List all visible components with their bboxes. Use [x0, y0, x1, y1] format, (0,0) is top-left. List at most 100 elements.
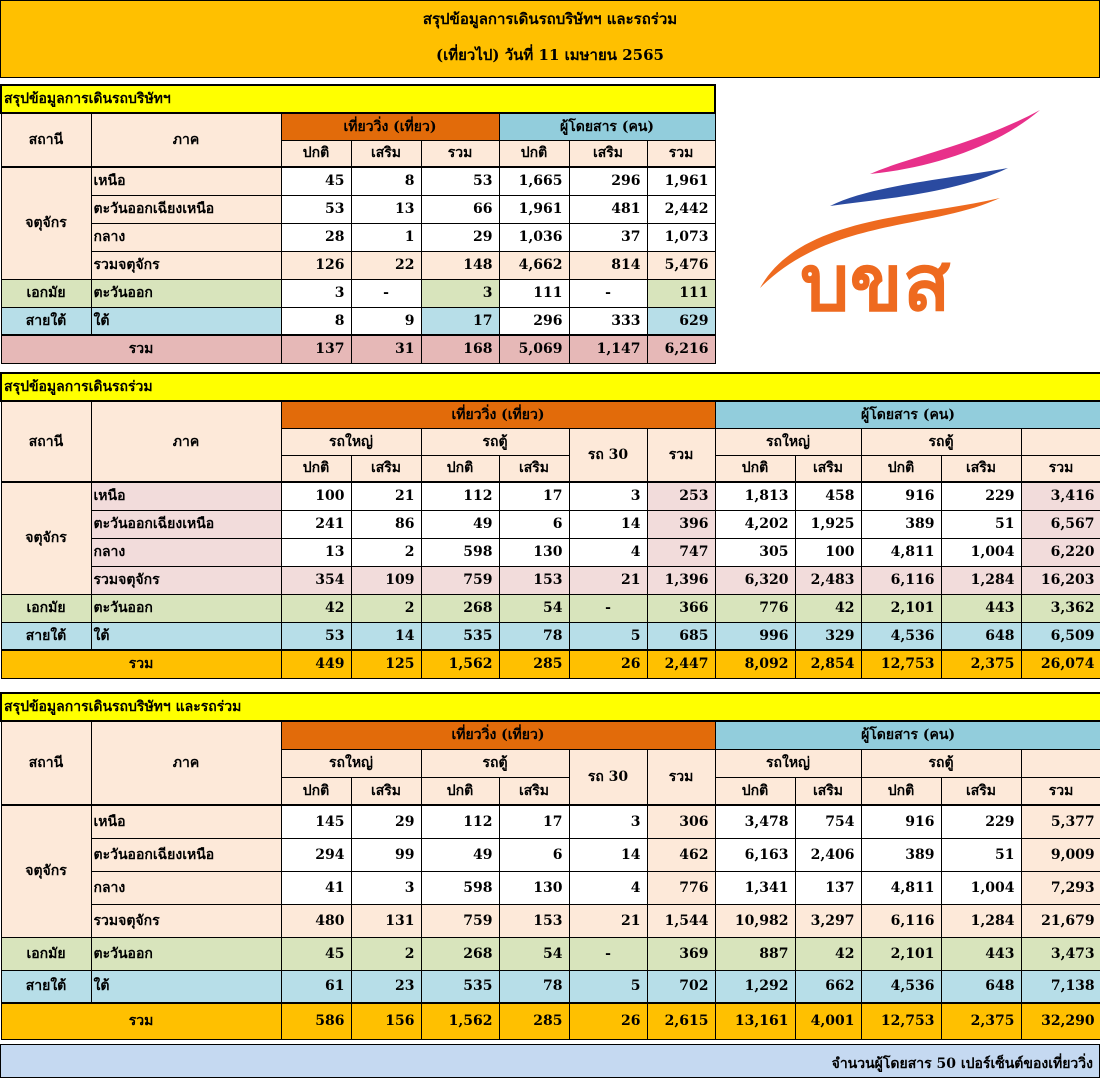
value-cell: 99: [350, 837, 422, 872]
region-cell: เหนือ: [90, 804, 282, 839]
value-cell: 2,101: [860, 936, 942, 971]
value-cell: 53: [420, 166, 500, 196]
region-cell: ตะวันออก: [90, 593, 282, 623]
value-cell: 294: [280, 837, 352, 872]
value-cell: 13: [280, 537, 352, 567]
total-value-cell: 285: [498, 1002, 570, 1040]
table-row: สายใต้ ใต้ 8 9 17 296 333 629: [0, 306, 716, 336]
value-cell: 3: [280, 278, 352, 308]
region-cell: รวมจตุจักร: [90, 565, 282, 595]
station-jatujak: จตุจักร: [0, 804, 92, 938]
region-cell: รวมจตุจักร: [90, 250, 282, 280]
total-value-cell: 156: [350, 1002, 422, 1040]
col-normal: ปกติ: [714, 776, 796, 806]
value-cell: 1,961: [498, 194, 570, 224]
value-cell: 137: [794, 870, 862, 905]
value-cell: 1,665: [498, 166, 570, 196]
value-cell: 389: [860, 509, 942, 539]
value-cell: 253: [646, 481, 716, 511]
col-normal: ปกติ: [714, 454, 796, 483]
value-cell: 14: [568, 509, 648, 539]
value-cell: 916: [860, 804, 942, 839]
col-normal: ปกติ: [498, 139, 570, 168]
value-cell: 17: [498, 804, 570, 839]
value-cell: 6,116: [860, 565, 942, 595]
region-cell: เหนือ: [90, 166, 282, 196]
value-cell: 109: [350, 565, 422, 595]
table-title: สรุปข้อมูลการเดินรถบริษัทฯ และรถร่วม: [0, 692, 1100, 722]
value-cell: 4,202: [714, 509, 796, 539]
value-cell: 7,138: [1020, 969, 1100, 1004]
value-cell: 759: [420, 565, 500, 595]
region-cell: ใต้: [90, 621, 282, 651]
value-cell: 996: [714, 621, 796, 651]
value-cell: 6,509: [1020, 621, 1100, 651]
big-bus-header: รถใหญ่: [280, 748, 422, 778]
value-cell: 45: [280, 166, 352, 196]
value-cell: 153: [498, 903, 570, 938]
value-cell: 3,478: [714, 804, 796, 839]
value-cell: 4: [568, 537, 648, 567]
value-cell: 1,925: [794, 509, 862, 539]
value-cell: 22: [350, 250, 422, 280]
total-value-cell: 2,375: [940, 649, 1022, 679]
value-cell: 535: [420, 969, 500, 1004]
total-value-cell: 2,375: [940, 1002, 1022, 1040]
value-cell: 598: [420, 870, 500, 905]
col-extra: เสริม: [350, 454, 422, 483]
value-cell: 1,813: [714, 481, 796, 511]
value-cell: 78: [498, 621, 570, 651]
bus30-header: รถ 30: [568, 748, 648, 806]
table-row: กลาง 41 3 598 130 4 776 1,341 137 4,811 1,004 7,293: [1, 870, 1100, 905]
value-cell: 86: [350, 509, 422, 539]
footnote-bar: จำนวนผู้โดยสาร 50 เปอร์เซ็นต์ของเที่ยววิ…: [0, 1044, 1100, 1078]
col-extra: เสริม: [940, 454, 1022, 483]
station-jatujak: จตุจักร: [0, 166, 92, 280]
value-cell: 53: [280, 194, 352, 224]
col-extra: เสริม: [568, 139, 648, 168]
total-value-cell: 26,074: [1020, 649, 1100, 679]
value-cell: 112: [420, 481, 500, 511]
value-cell: 2,442: [646, 194, 716, 224]
value-cell: 148: [420, 250, 500, 280]
value-cell: 1,073: [646, 222, 716, 252]
van-header: รถตู้: [860, 427, 1022, 456]
table-row: จตุจักร เหนือ 100 21 112 17 3 253 1,813 458 916 229…: [0, 481, 1100, 595]
value-cell: 1: [350, 222, 422, 252]
col-total: รวม: [420, 139, 500, 168]
value-cell: 29: [350, 804, 422, 839]
station-header: สถานี: [0, 112, 92, 168]
value-cell: 145: [280, 804, 352, 839]
value-cell: 4,536: [860, 621, 942, 651]
value-cell: 887: [714, 936, 796, 971]
value-cell: 2,101: [860, 593, 942, 623]
value-cell: 9,009: [1020, 837, 1100, 872]
value-cell: 130: [498, 870, 570, 905]
value-cell: 389: [860, 837, 942, 872]
value-cell: 916: [860, 481, 942, 511]
value-cell: 776: [714, 593, 796, 623]
value-cell: 685: [646, 621, 716, 651]
region-cell: ตะวันออกเฉียงเหนือ: [90, 194, 282, 224]
col-extra: เสริม: [350, 139, 422, 168]
region-cell: ตะวันออก: [90, 936, 282, 971]
value-cell: 268: [420, 936, 500, 971]
region-cell: กลาง: [90, 870, 282, 905]
value-cell: 3,416: [1020, 481, 1100, 511]
total-value-cell: 31: [350, 334, 422, 364]
joint-summary-table: สรุปข้อมูลการเดินรถร่วม สถานี ภาค เที่ยว…: [0, 372, 1100, 679]
value-cell: 3: [568, 804, 648, 839]
value-cell: 4,536: [860, 969, 942, 1004]
table-row: จตุจักร เหนือ 145 29 112 17 3 306 3,478 754 916 229…: [0, 804, 1100, 938]
total-value-cell: 1,147: [568, 334, 648, 364]
value-cell: 480: [280, 903, 352, 938]
value-cell: 14: [568, 837, 648, 872]
total-value-cell: 449: [280, 649, 352, 679]
value-cell: 1,036: [498, 222, 570, 252]
footnote-text: จำนวนผู้โดยสาร 50 เปอร์เซ็นต์ของเที่ยววิ…: [831, 1056, 1093, 1072]
value-cell: 51: [940, 837, 1022, 872]
value-cell: 13: [350, 194, 422, 224]
station-ekkamai: เอกมัย: [0, 593, 92, 623]
value-cell: 3: [350, 870, 422, 905]
value-cell: 229: [940, 804, 1022, 839]
